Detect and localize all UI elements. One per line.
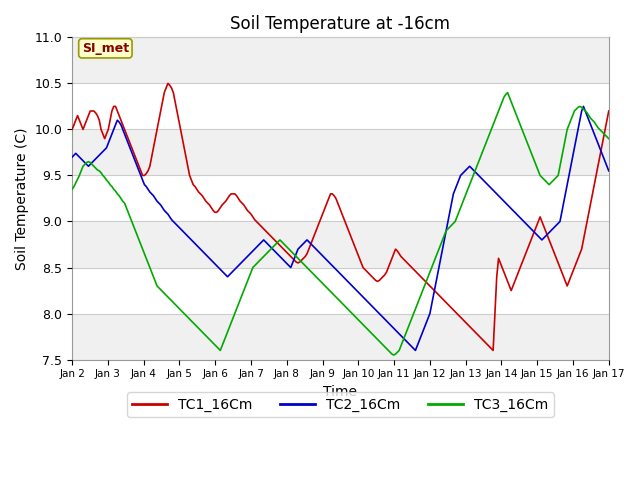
TC1_16Cm <box>238 200 246 206</box>
Line: TC1_16Cm: TC1_16Cm <box>72 84 609 350</box>
TC2_16Cm <box>605 168 612 174</box>
TC1_16Cm <box>585 209 593 215</box>
TC3_16Cm <box>363 325 371 331</box>
Legend: TC1_16Cm, TC2_16Cm, TC3_16Cm: TC1_16Cm, TC2_16Cm, TC3_16Cm <box>127 392 554 417</box>
TC3_16Cm <box>561 136 569 142</box>
Bar <box>72 37 609 84</box>
TC2_16Cm <box>234 263 242 269</box>
Title: Soil Temperature at -16cm: Soil Temperature at -16cm <box>230 15 451 33</box>
Line: TC2_16Cm: TC2_16Cm <box>72 107 609 350</box>
TC1_16Cm <box>365 270 372 276</box>
TC2_16Cm <box>363 298 371 303</box>
Bar <box>72 130 609 176</box>
Bar <box>72 313 609 360</box>
Bar <box>72 267 609 313</box>
TC2_16Cm <box>580 104 588 109</box>
Line: TC3_16Cm: TC3_16Cm <box>72 93 609 355</box>
X-axis label: Time: Time <box>323 385 358 399</box>
Bar <box>72 221 609 267</box>
Text: SI_met: SI_met <box>82 42 129 55</box>
TC2_16Cm <box>412 348 419 353</box>
TC3_16Cm <box>260 253 268 259</box>
TC3_16Cm <box>390 352 397 358</box>
TC2_16Cm <box>585 117 593 123</box>
TC3_16Cm <box>585 113 593 119</box>
TC2_16Cm <box>236 261 244 267</box>
TC3_16Cm <box>234 301 242 307</box>
TC1_16Cm <box>605 108 612 114</box>
TC3_16Cm <box>236 297 244 303</box>
TC1_16Cm <box>236 198 244 204</box>
TC1_16Cm <box>164 81 172 86</box>
TC1_16Cm <box>561 278 569 284</box>
Y-axis label: Soil Temperature (C): Soil Temperature (C) <box>15 127 29 270</box>
Bar <box>72 176 609 221</box>
TC1_16Cm <box>262 228 269 234</box>
TC3_16Cm <box>68 186 76 192</box>
TC2_16Cm <box>260 237 268 243</box>
TC2_16Cm <box>560 200 568 206</box>
TC3_16Cm <box>504 90 511 96</box>
TC1_16Cm <box>68 127 76 132</box>
TC3_16Cm <box>605 136 612 142</box>
TC1_16Cm <box>489 348 497 353</box>
TC2_16Cm <box>68 154 76 160</box>
Bar <box>72 84 609 130</box>
